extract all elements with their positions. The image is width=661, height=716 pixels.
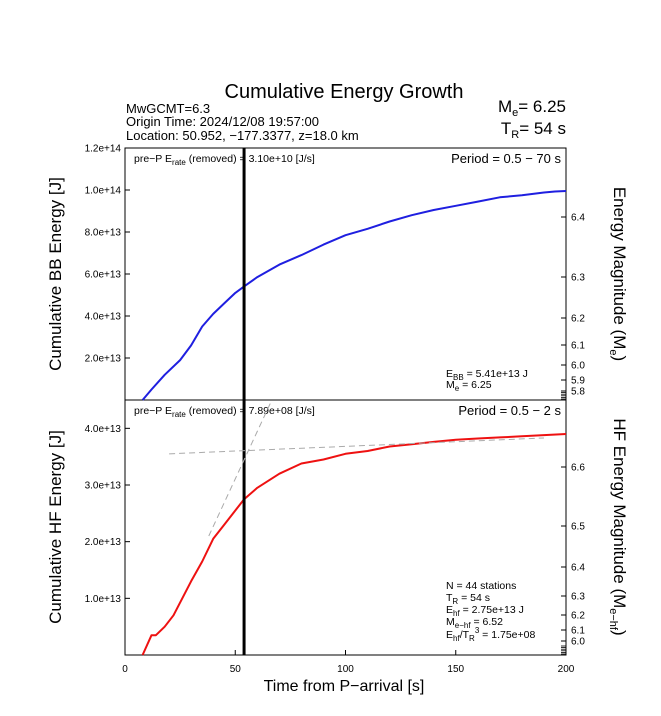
bb-right-label: Energy Magnitude (Me) <box>607 187 629 361</box>
info-line-1: MwGCMT=6.3 <box>126 101 210 116</box>
x-tick-label: 150 <box>447 664 464 675</box>
hf-stations-annotation: N = 44 stations <box>446 580 516 592</box>
bb-right-tick-label: 6.4 <box>571 213 585 224</box>
chart-marks: 2.0e+13 4.0e+13 6.0e+13 8.0e+13 1.0e+14 1.2e+… <box>85 144 586 676</box>
bb-right-tick-label: 6.0 <box>571 361 585 372</box>
hf-energy-line <box>141 433 567 656</box>
hf-magnitude-annotation: Me−hf = 6.52 <box>446 616 503 630</box>
bb-energy-annotation: EBB = 5.41e+13 J <box>446 368 528 382</box>
hf-ylabel: Cumulative HF Energy [J] <box>46 430 65 624</box>
x-tick-label: 0 <box>122 664 128 675</box>
bb-ytick-label: 6.0e+13 <box>85 270 122 281</box>
bb-ylabel: Cumulative BB Energy [J] <box>46 177 65 371</box>
hf-right-tick-label: 6.5 <box>571 522 585 533</box>
hf-tr-annotation: TR = 54 s <box>446 592 490 606</box>
me-header: Me= 6.25 <box>498 97 566 119</box>
hf-growth-dashed-line <box>208 402 271 537</box>
hf-ytick-label: 4.0e+13 <box>85 424 122 435</box>
bb-ytick-label: 1.0e+14 <box>85 186 122 197</box>
hf-plateau-dashed-line <box>169 437 544 455</box>
hf-pre-p-label: pre−P Erate (removed) = 7.89e+08 [J/s] <box>134 405 315 419</box>
hf-right-tick-label: 6.1 <box>571 626 585 637</box>
hf-right-tick-label: 6.2 <box>571 611 585 622</box>
hf-right-tick-label: 6.3 <box>571 592 585 603</box>
x-axis-label: Time from P−arrival [s] <box>264 678 425 695</box>
bb-right-tick-label: 5.9 <box>571 376 585 387</box>
bb-ytick-label: 1.2e+14 <box>85 144 122 155</box>
bb-pre-p-label: pre−P Erate (removed) = 3.10e+10 [J/s] <box>134 153 315 167</box>
hf-period-label: Period = 0.5 − 2 s <box>458 403 561 418</box>
info-line-3: Location: 50.952, −177.3377, z=18.0 km <box>126 128 359 143</box>
x-tick-label: 50 <box>230 664 242 675</box>
tr-header: TR= 54 s <box>501 119 566 141</box>
hf-right-label: HF Energy Magnitude (Me−hf) <box>607 418 629 635</box>
chart-title: Cumulative Energy Growth <box>225 81 464 103</box>
hf-ytick-label: 2.0e+13 <box>85 537 122 548</box>
info-line-2: Origin Time: 2024/12/08 19:57:00 <box>126 114 319 129</box>
x-tick-label: 100 <box>337 664 354 675</box>
bb-right-tick-label: 5.8 <box>571 387 585 398</box>
x-tick-label: 200 <box>558 664 575 675</box>
bb-right-tick-label: 6.1 <box>571 341 585 352</box>
bb-magnitude-annotation: Me = 6.25 <box>446 379 492 393</box>
hf-ratio-annotation: Ehf/TR3 = 1.75e+08 <box>446 626 535 643</box>
bb-panel-frame <box>124 147 567 401</box>
bb-ytick-label: 2.0e+13 <box>85 354 122 365</box>
bb-right-tick-label: 6.2 <box>571 314 585 325</box>
hf-ytick-label: 1.0e+13 <box>85 594 122 605</box>
hf-right-tick-label: 6.6 <box>571 463 585 474</box>
bb-period-label: Period = 0.5 − 70 s <box>451 151 561 166</box>
hf-right-tick-label: 6.0 <box>571 637 585 648</box>
hf-right-tick-label: 6.4 <box>571 563 585 574</box>
bb-ytick-label: 8.0e+13 <box>85 228 122 239</box>
hf-ytick-label: 3.0e+13 <box>85 481 122 492</box>
bb-right-tick-label: 6.3 <box>571 273 585 284</box>
bb-energy-line <box>141 190 567 401</box>
hf-energy-annotation: Ehf = 2.75e+13 J <box>446 604 524 618</box>
bb-ytick-label: 4.0e+13 <box>85 312 122 323</box>
